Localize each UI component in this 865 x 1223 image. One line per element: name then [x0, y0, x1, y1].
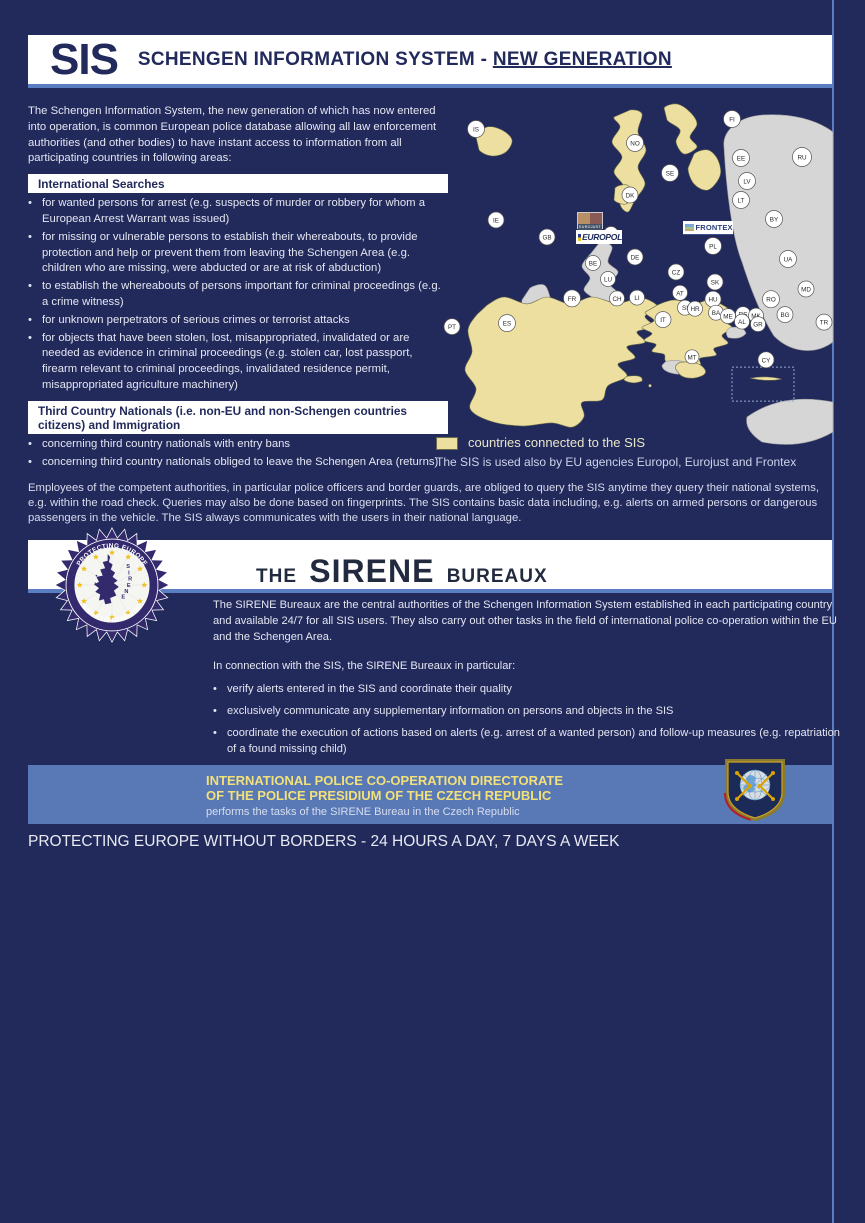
svg-text:SK: SK	[711, 280, 720, 287]
svg-text:IS: IS	[473, 127, 479, 134]
svg-text:LT: LT	[738, 198, 745, 205]
svg-text:AL: AL	[738, 319, 746, 326]
svg-text:IE: IE	[493, 218, 499, 225]
svg-text:CH: CH	[612, 296, 622, 303]
svg-text:DK: DK	[626, 193, 636, 200]
svg-text:R: R	[128, 577, 132, 583]
svg-text:HU: HU	[708, 297, 718, 304]
svg-text:EE: EE	[737, 156, 745, 163]
svg-text:CZ: CZ	[672, 270, 681, 277]
svg-text:LI: LI	[634, 295, 640, 302]
svg-text:LV: LV	[743, 179, 751, 186]
svg-text:SE: SE	[666, 171, 674, 178]
svg-text:BA: BA	[712, 310, 721, 317]
svg-text:BG: BG	[780, 312, 789, 319]
svg-text:BE: BE	[589, 261, 597, 268]
svg-text:MT: MT	[687, 354, 696, 361]
svg-text:RU: RU	[797, 155, 807, 162]
svg-text:PL: PL	[709, 244, 717, 251]
svg-text:E: E	[121, 595, 125, 601]
svg-text:GR: GR	[753, 322, 763, 329]
svg-text:ES: ES	[503, 321, 511, 328]
svg-text:AT: AT	[676, 290, 684, 297]
svg-text:ME: ME	[723, 314, 732, 321]
svg-text:LU: LU	[604, 277, 613, 284]
svg-text:DE: DE	[631, 255, 640, 262]
svg-text:FR: FR	[568, 296, 577, 303]
svg-text:PT: PT	[448, 324, 456, 331]
svg-text:GB: GB	[542, 235, 551, 242]
svg-text:E: E	[127, 583, 131, 589]
svg-text:IT: IT	[660, 317, 666, 324]
svg-text:HR: HR	[690, 306, 700, 313]
svg-text:FI: FI	[729, 117, 735, 124]
svg-text:RO: RO	[766, 297, 776, 304]
svg-text:NO: NO	[630, 141, 640, 148]
svg-text:S: S	[126, 564, 130, 570]
svg-text:CY: CY	[762, 357, 772, 364]
svg-text:UA: UA	[784, 257, 794, 264]
svg-text:MD: MD	[801, 287, 811, 294]
svg-text:BY: BY	[770, 217, 779, 224]
svg-text:TR: TR	[820, 320, 829, 327]
